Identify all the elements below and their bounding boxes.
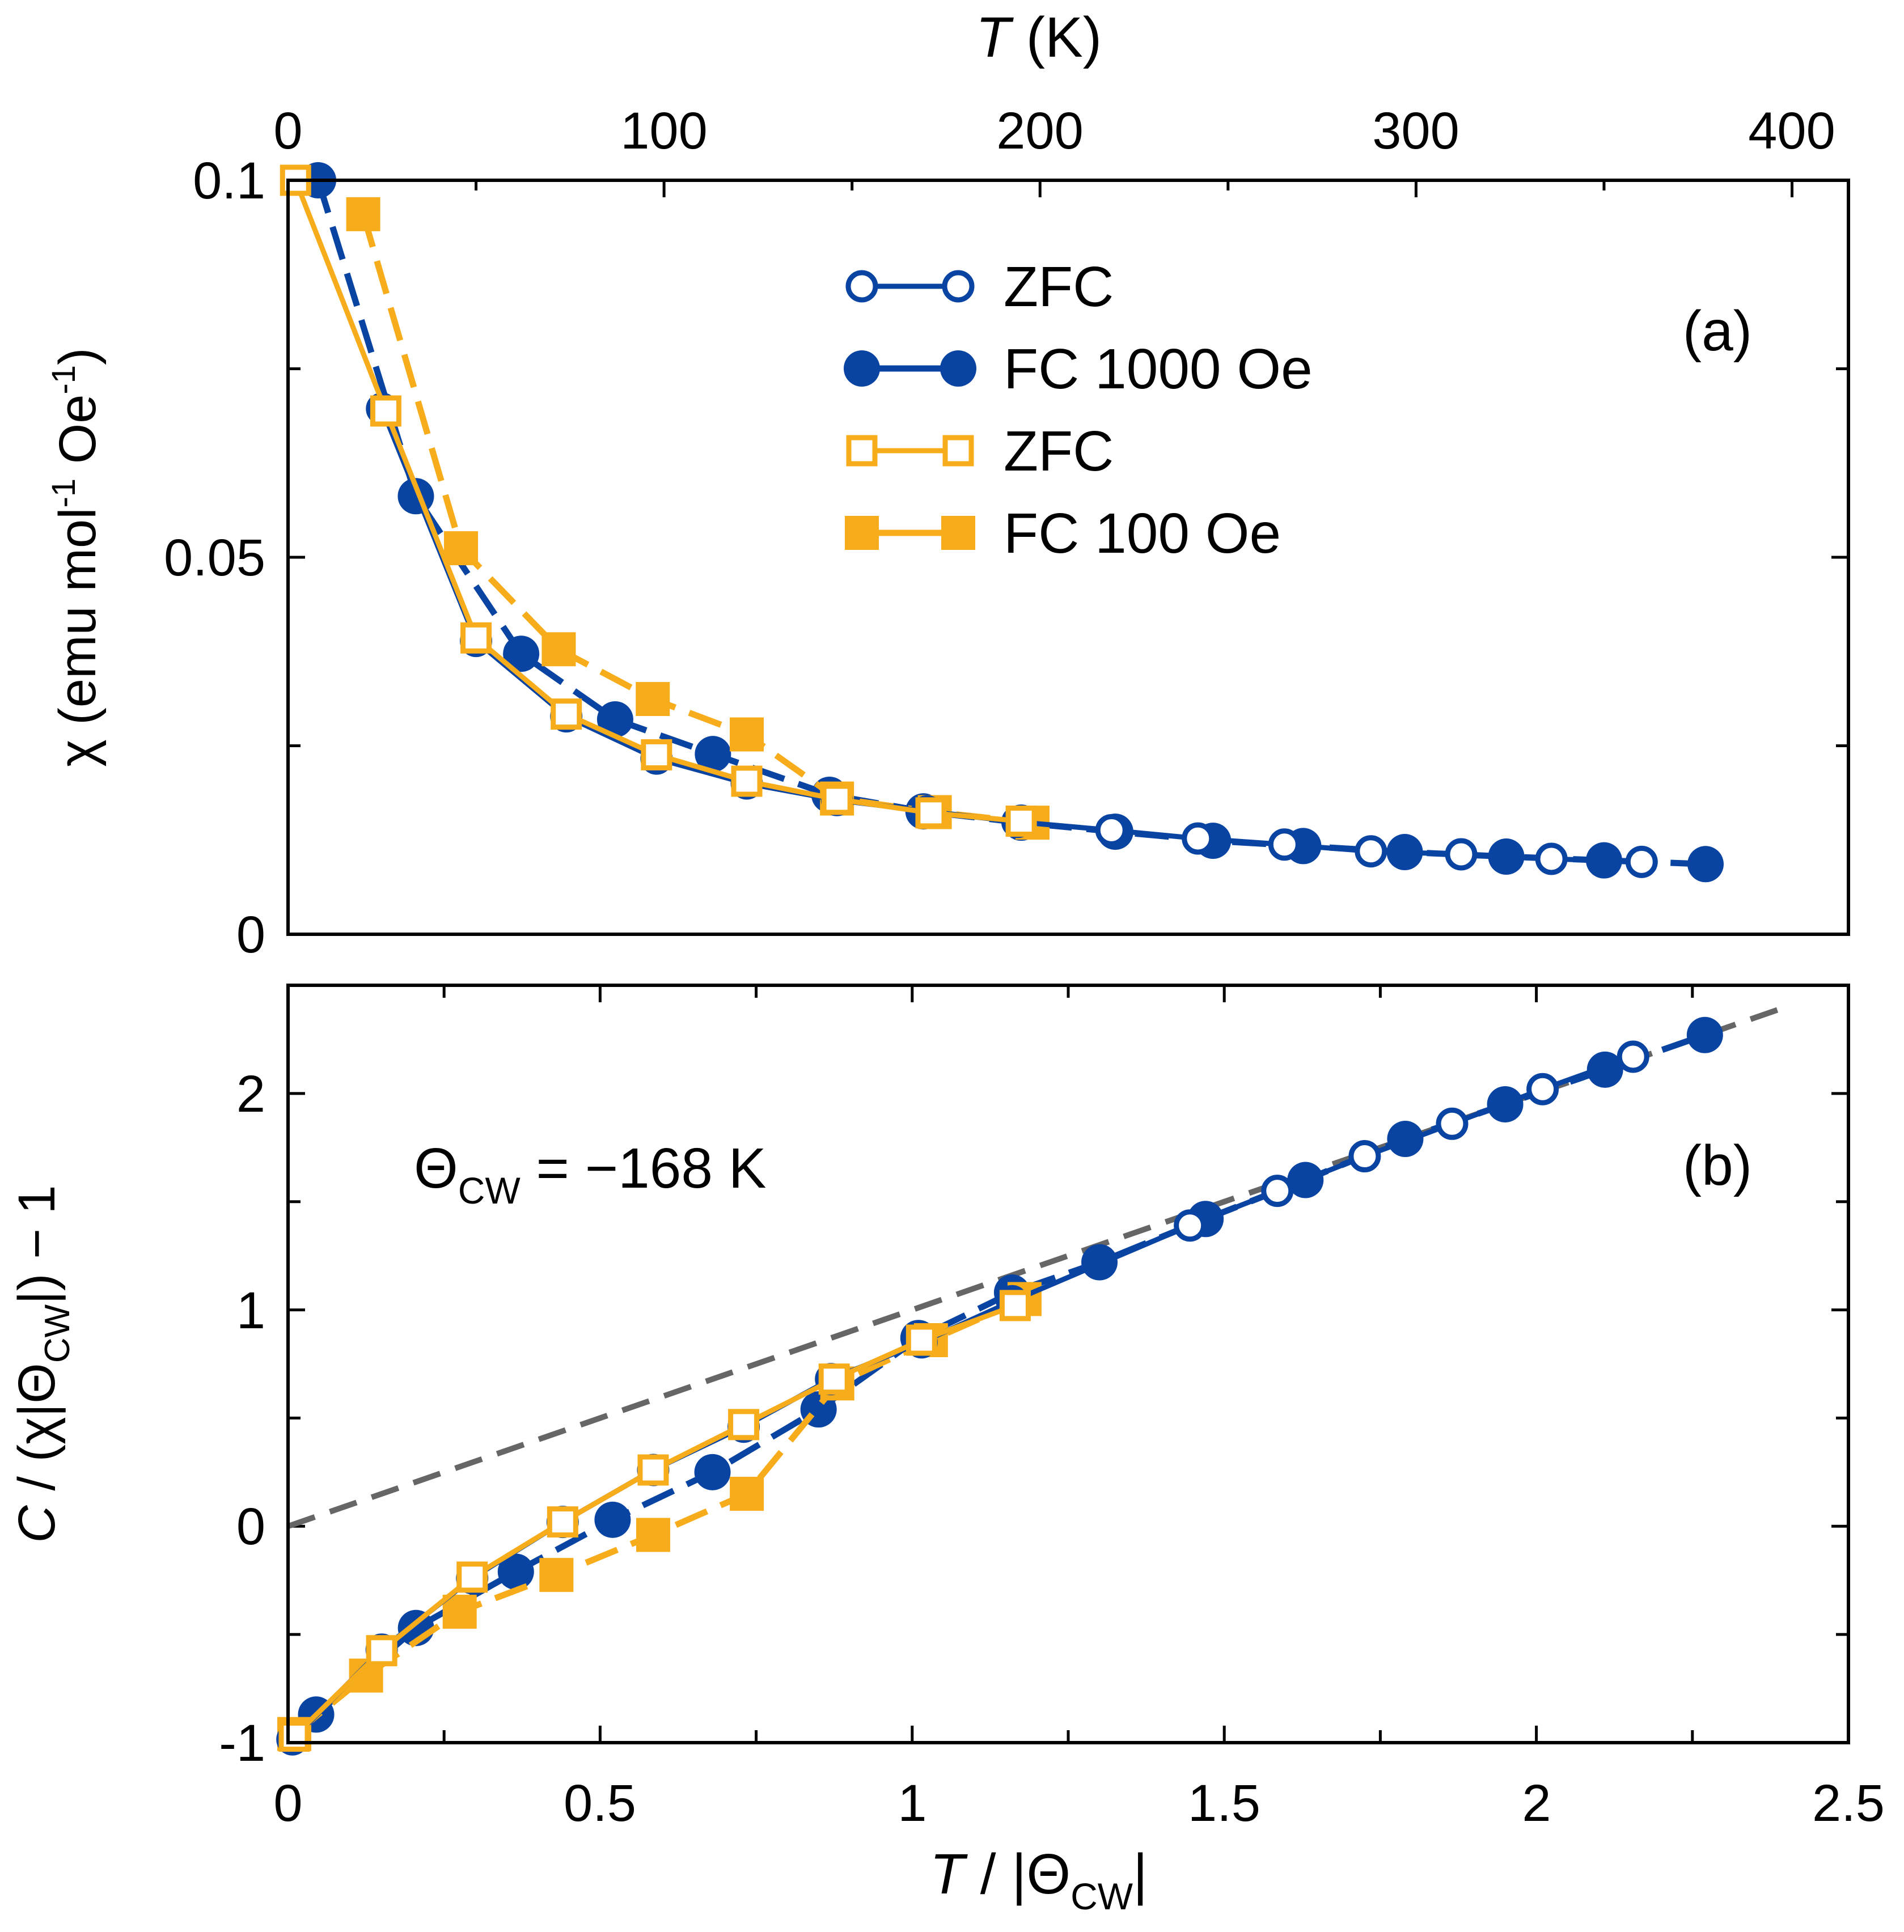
data-point: [460, 622, 492, 654]
legend-label: FC 1000 Oe: [1004, 337, 1313, 401]
panel-label-a: (a): [1683, 299, 1752, 363]
legend-marker-zfc-orange: [846, 435, 878, 467]
data-point: [999, 1290, 1031, 1321]
data-point: [637, 1454, 669, 1486]
data-point: [1445, 838, 1478, 871]
y-tick-label: -1: [219, 1714, 265, 1772]
y-tick-label: 1: [236, 1282, 265, 1340]
y-tick-label: 2: [236, 1065, 265, 1123]
data-point: [694, 1454, 731, 1490]
panel-a: T (K) 0 100 200 300 400 0 0.05 0.1 χ (em…: [45, 6, 1850, 964]
panel-b-frame: [286, 984, 1850, 1744]
data-point: [541, 632, 576, 667]
top-x-axis-label: T (K): [976, 6, 1102, 69]
legend-marker-fc1000: [844, 350, 880, 387]
data-point: [1355, 835, 1387, 868]
legend-marker-fc100: [845, 516, 879, 550]
y-tick-label: 0.1: [193, 152, 265, 210]
y-axis-label-a: χ (emu mol-1 Oe-1): [45, 348, 107, 766]
x-tick-label: 2.5: [1812, 1774, 1885, 1832]
panel-label-b: (b): [1683, 1134, 1752, 1197]
y-axis-label-b: C / (χ|ΘCW|) − 1: [8, 1185, 77, 1543]
data-point: [1436, 1107, 1469, 1140]
data-point: [346, 197, 380, 231]
y-tick-label: 0.05: [164, 529, 265, 587]
y-tick-label: 0: [236, 1498, 265, 1556]
data-point: [442, 1595, 477, 1629]
legend-label: FC 100 Oe: [1004, 502, 1281, 565]
legend-marker-zfc-orange: [942, 435, 974, 467]
data-point: [636, 1518, 670, 1552]
x-axis-label-b: T / |ΘCW|: [930, 1842, 1148, 1917]
data-point: [1687, 846, 1724, 883]
data-point: [278, 1721, 310, 1752]
top-x-tick-label: 400: [1748, 102, 1835, 160]
data-point: [1586, 1051, 1623, 1088]
legend-marker-zfc-blue: [845, 270, 878, 303]
data-point: [1005, 806, 1037, 837]
series-2: [278, 1290, 1031, 1752]
x-tick-label: 1.5: [1188, 1774, 1260, 1832]
data-point: [915, 797, 947, 829]
data-point: [547, 1506, 578, 1538]
data-point: [1261, 1175, 1294, 1208]
data-point: [594, 1501, 631, 1538]
legend-label: ZFC: [1004, 255, 1114, 319]
data-point: [444, 531, 479, 566]
y-tick-label: 0: [236, 906, 265, 964]
data-point: [731, 765, 763, 797]
panel-b-series: [276, 1016, 1723, 1756]
data-point: [1268, 828, 1301, 861]
legend-marker-zfc-blue: [942, 270, 975, 303]
data-point: [366, 1635, 397, 1667]
top-x-tick-label: 0: [273, 102, 302, 160]
data-point: [497, 1553, 534, 1590]
data-point: [821, 783, 853, 815]
data-point: [728, 1409, 760, 1440]
data-point: [456, 1561, 488, 1593]
x-tick-label: 0: [273, 1774, 302, 1832]
data-point: [641, 739, 672, 770]
top-x-tick-label: 100: [620, 102, 708, 160]
legend-label: ZFC: [1004, 420, 1114, 483]
data-point: [1182, 822, 1215, 855]
data-point: [906, 1324, 937, 1356]
x-tick-label: 1: [898, 1774, 926, 1832]
data-point: [1617, 1040, 1649, 1073]
x-tick-label: 0.5: [564, 1774, 636, 1832]
data-point: [370, 395, 401, 427]
data-point: [1625, 845, 1658, 878]
x-tick-label: 2: [1522, 1774, 1551, 1832]
data-point: [539, 1558, 574, 1592]
panel-b: 0 0.5 1 1.5 2 2.5 -1 0 1 2 C / (χ|ΘCW|) …: [8, 984, 1885, 1917]
data-point: [636, 682, 670, 717]
data-point: [695, 736, 731, 773]
data-point: [1348, 1140, 1381, 1173]
data-point: [503, 635, 540, 672]
data-point: [1095, 814, 1128, 846]
top-x-tick-label: 200: [996, 102, 1084, 160]
legend: ZFC FC 1000 Oe ZFC FC 100 Oe: [844, 255, 1313, 565]
legend-marker-fc1000: [940, 350, 976, 387]
theta-annotation: ΘCW = −168 K: [414, 1137, 766, 1211]
data-point: [1686, 1016, 1723, 1053]
legend-marker-fc100: [941, 516, 975, 550]
top-x-tick-label: 300: [1372, 102, 1459, 160]
data-point: [730, 717, 764, 752]
data-point: [551, 698, 582, 730]
data-point: [818, 1363, 850, 1395]
data-point: [1535, 842, 1568, 875]
panel-a-frame: [286, 179, 1850, 936]
data-point: [1526, 1073, 1559, 1105]
data-point: [730, 1477, 764, 1511]
data-point: [596, 701, 633, 738]
data-point: [1174, 1209, 1207, 1242]
